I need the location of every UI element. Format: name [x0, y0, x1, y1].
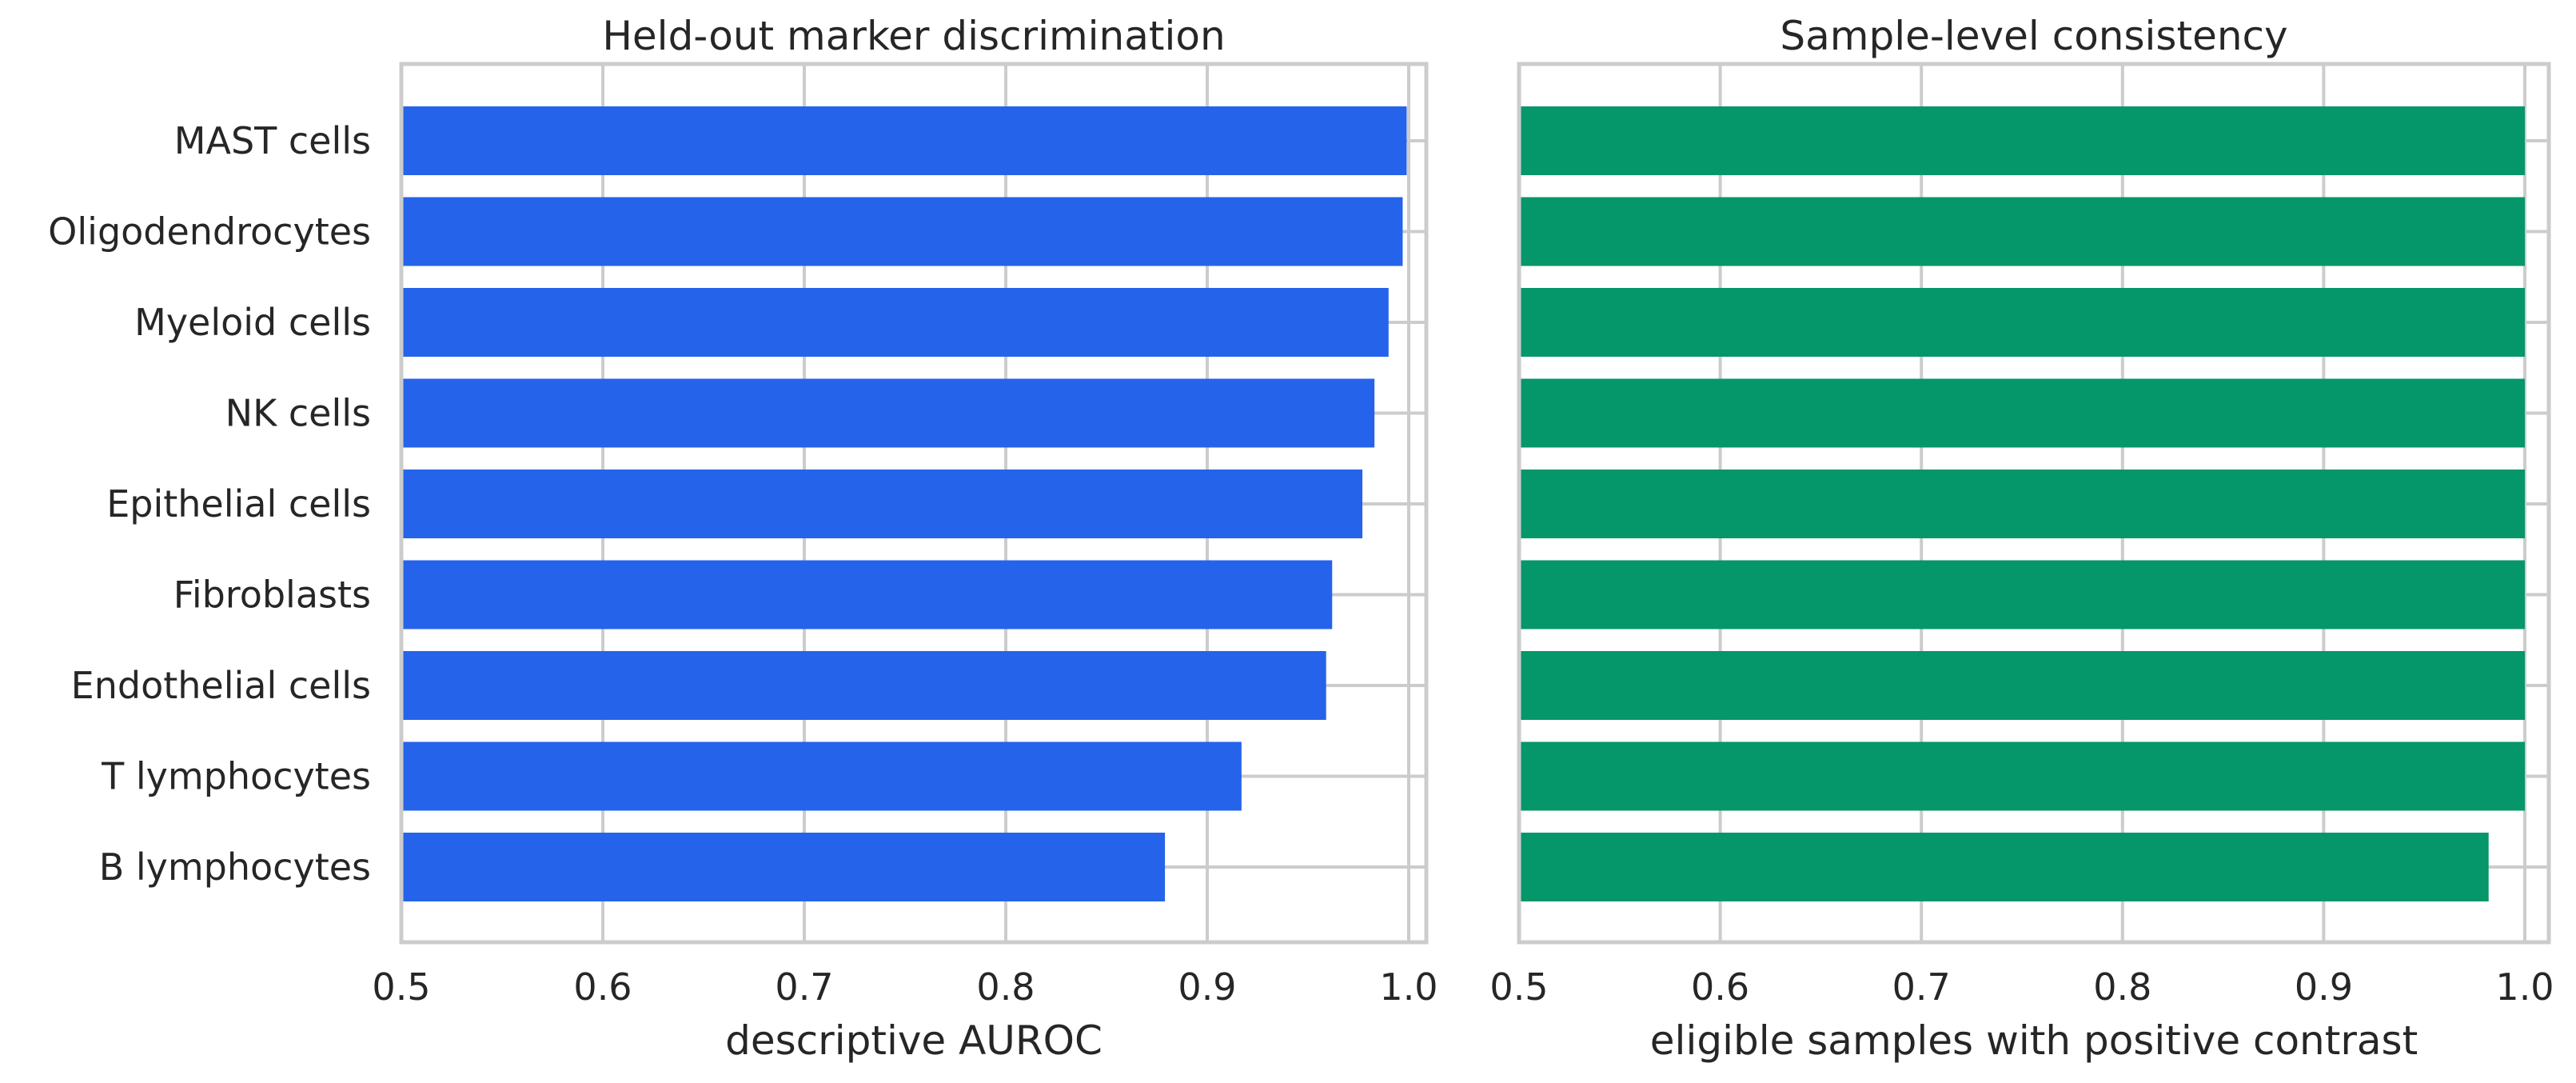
panel-sample-consistency: 0.5 0.6 0.7 0.8 0.9 1.0 Sample-level consiste…	[1489, 13, 2554, 1064]
x-tick-label: 1.0	[2495, 965, 2554, 1009]
category-labels: MAST cells Oligodendrocytes Myeloid cells N…	[48, 119, 371, 889]
category-label: Epithelial cells	[106, 482, 371, 526]
x-tick-labels: 0.5 0.6 0.7 0.8 0.9 1.0	[1489, 965, 2554, 1009]
x-tick-label: 0.8	[2093, 965, 2151, 1009]
category-label: Fibroblasts	[173, 573, 371, 617]
bar	[401, 288, 1389, 357]
plot-frame	[399, 62, 1429, 945]
x-tick-label: 0.8	[976, 965, 1035, 1009]
x-tick-label: 0.6	[573, 965, 632, 1009]
bar	[1519, 651, 2525, 720]
plot-frame	[1517, 62, 2551, 945]
x-tick-label: 1.0	[1379, 965, 1438, 1009]
bar	[1519, 288, 2525, 357]
bars	[1519, 106, 2525, 901]
x-tick-label: 0.5	[372, 965, 430, 1009]
x-tick-label: 0.9	[2295, 965, 2353, 1009]
bar	[401, 470, 1363, 538]
x-axis-label: descriptive AUROC	[725, 1017, 1103, 1064]
category-label: Oligodendrocytes	[48, 210, 371, 254]
bar	[1519, 470, 2525, 538]
bar	[1519, 833, 2489, 901]
x-tick-label: 0.6	[1691, 965, 1749, 1009]
bar	[401, 741, 1242, 811]
panel-marker-discrimination: 0.5 0.6 0.7 0.8 0.9 1.0 MAST cells Oligodendro…	[48, 13, 1438, 1064]
x-tick-label: 0.7	[1892, 965, 1951, 1009]
x-tick-label: 0.9	[1178, 965, 1236, 1009]
category-label: Endothelial cells	[71, 664, 371, 707]
bar	[1519, 197, 2525, 266]
bar	[1519, 560, 2525, 629]
bars	[401, 106, 1407, 901]
chart-title: Held-out marker discrimination	[602, 13, 1225, 59]
x-tick-label: 0.5	[1489, 965, 1548, 1009]
x-tick-labels: 0.5 0.6 0.7 0.8 0.9 1.0	[372, 965, 1438, 1009]
category-label: B lymphocytes	[99, 845, 371, 889]
bar	[401, 651, 1326, 720]
chart-title: Sample-level consistency	[1780, 13, 2287, 59]
category-label: T lymphocytes	[101, 755, 371, 798]
bar	[1519, 741, 2525, 811]
x-tick-label: 0.7	[775, 965, 833, 1009]
category-label: Myeloid cells	[134, 301, 371, 344]
bar	[401, 197, 1403, 266]
bar	[401, 378, 1375, 448]
bar	[1519, 106, 2525, 175]
bar	[1519, 378, 2525, 448]
bar	[401, 106, 1407, 175]
x-axis-label: eligible samples with positive contrast	[1650, 1017, 2418, 1064]
bar	[401, 833, 1166, 901]
category-label: MAST cells	[174, 119, 371, 162]
bar	[401, 560, 1333, 629]
category-label: NK cells	[225, 392, 371, 435]
